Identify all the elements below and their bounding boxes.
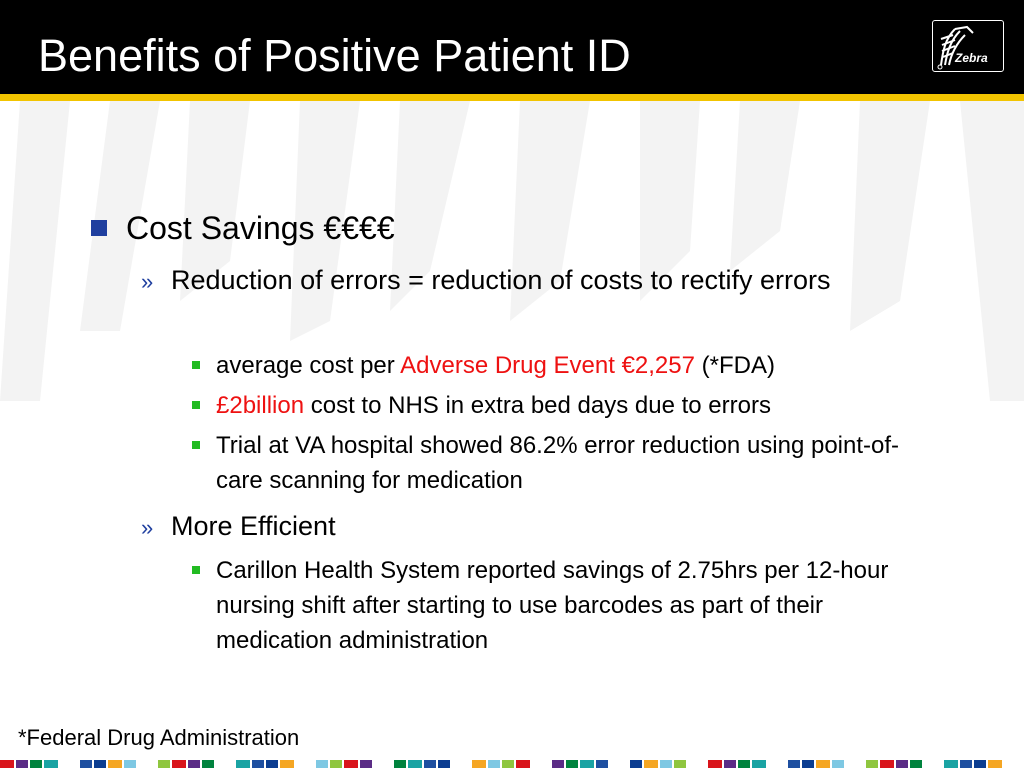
square-bullet-small-icon — [192, 441, 200, 449]
title-bar: Benefits of Positive Patient ID Zebra — [0, 0, 1024, 94]
strip-block — [44, 760, 58, 768]
list-item-carillon: Carillon Health System reported savings … — [216, 557, 889, 654]
strip-block — [674, 760, 686, 768]
strip-block — [316, 760, 328, 768]
item-highlight: Adverse Drug Event €2,257 — [400, 352, 695, 379]
strip-block — [896, 760, 908, 768]
strip-block — [80, 760, 92, 768]
chevron-bullet-icon: » — [141, 269, 154, 294]
strip-block — [360, 760, 372, 768]
strip-block — [580, 760, 594, 768]
square-bullet-small-icon — [192, 401, 200, 409]
section-reduction-of-errors: Reduction of errors = reduction of costs… — [171, 265, 831, 295]
square-bullet-icon — [91, 220, 107, 236]
strip-block — [566, 760, 578, 768]
strip-block — [344, 760, 358, 768]
strip-block — [816, 760, 830, 768]
strip-block — [802, 760, 814, 768]
item-prefix: average cost per — [216, 352, 401, 379]
strip-block — [94, 760, 106, 768]
slide-title: Benefits of Positive Patient ID — [38, 30, 631, 81]
square-bullet-small-icon — [192, 361, 200, 369]
strip-block — [552, 760, 564, 768]
chevron-bullet-icon: » — [141, 515, 154, 540]
strip-block — [280, 760, 294, 768]
strip-block — [660, 760, 672, 768]
strip-block — [424, 760, 436, 768]
strip-block — [472, 760, 486, 768]
strip-block — [16, 760, 28, 768]
strip-block — [880, 760, 894, 768]
section-more-efficient: More Efficient — [171, 511, 336, 541]
strip-block — [910, 760, 922, 768]
strip-block — [788, 760, 800, 768]
strip-block — [832, 760, 844, 768]
strip-block — [488, 760, 500, 768]
zebra-head-icon — [937, 25, 974, 70]
strip-block — [502, 760, 514, 768]
strip-block — [394, 760, 406, 768]
strip-block — [708, 760, 722, 768]
bottom-color-strip — [0, 760, 1002, 768]
logo-wordmark: Zebra — [955, 51, 988, 65]
strip-block — [408, 760, 422, 768]
strip-block — [988, 760, 1002, 768]
strip-block — [30, 760, 42, 768]
strip-block — [630, 760, 642, 768]
footnote: *Federal Drug Administration — [18, 725, 300, 750]
strip-block — [738, 760, 750, 768]
list-item-nhs-cost: £2billion cost to NHS in extra bed days … — [216, 388, 936, 423]
strip-block — [644, 760, 658, 768]
strip-block — [252, 760, 264, 768]
strip-block — [724, 760, 736, 768]
strip-block — [158, 760, 170, 768]
strip-block — [236, 760, 250, 768]
list-item-va-trial: Trial at VA hospital showed 86.2% error … — [216, 432, 900, 494]
heading-cost-savings: Cost Savings €€€€ — [126, 210, 395, 246]
strip-block — [330, 760, 342, 768]
strip-block — [0, 760, 14, 768]
strip-block — [172, 760, 186, 768]
strip-block — [596, 760, 608, 768]
item-suffix: cost to NHS in extra bed days due to err… — [304, 392, 771, 419]
square-bullet-small-icon — [192, 566, 200, 574]
strip-block — [188, 760, 200, 768]
strip-block — [944, 760, 958, 768]
strip-block — [974, 760, 986, 768]
item-highlight: £2billion — [216, 392, 305, 419]
item-suffix: (*FDA) — [694, 352, 775, 379]
strip-block — [960, 760, 972, 768]
zebra-logo: Zebra — [932, 20, 1004, 72]
strip-block — [752, 760, 766, 768]
list-item-adverse-drug-event: average cost per Adverse Drug Event €2,2… — [216, 348, 936, 383]
strip-block — [108, 760, 122, 768]
header-accent-rule — [0, 94, 1024, 101]
strip-block — [516, 760, 530, 768]
strip-block — [866, 760, 878, 768]
strip-block — [438, 760, 450, 768]
strip-block — [266, 760, 278, 768]
strip-block — [124, 760, 136, 768]
strip-block — [202, 760, 214, 768]
